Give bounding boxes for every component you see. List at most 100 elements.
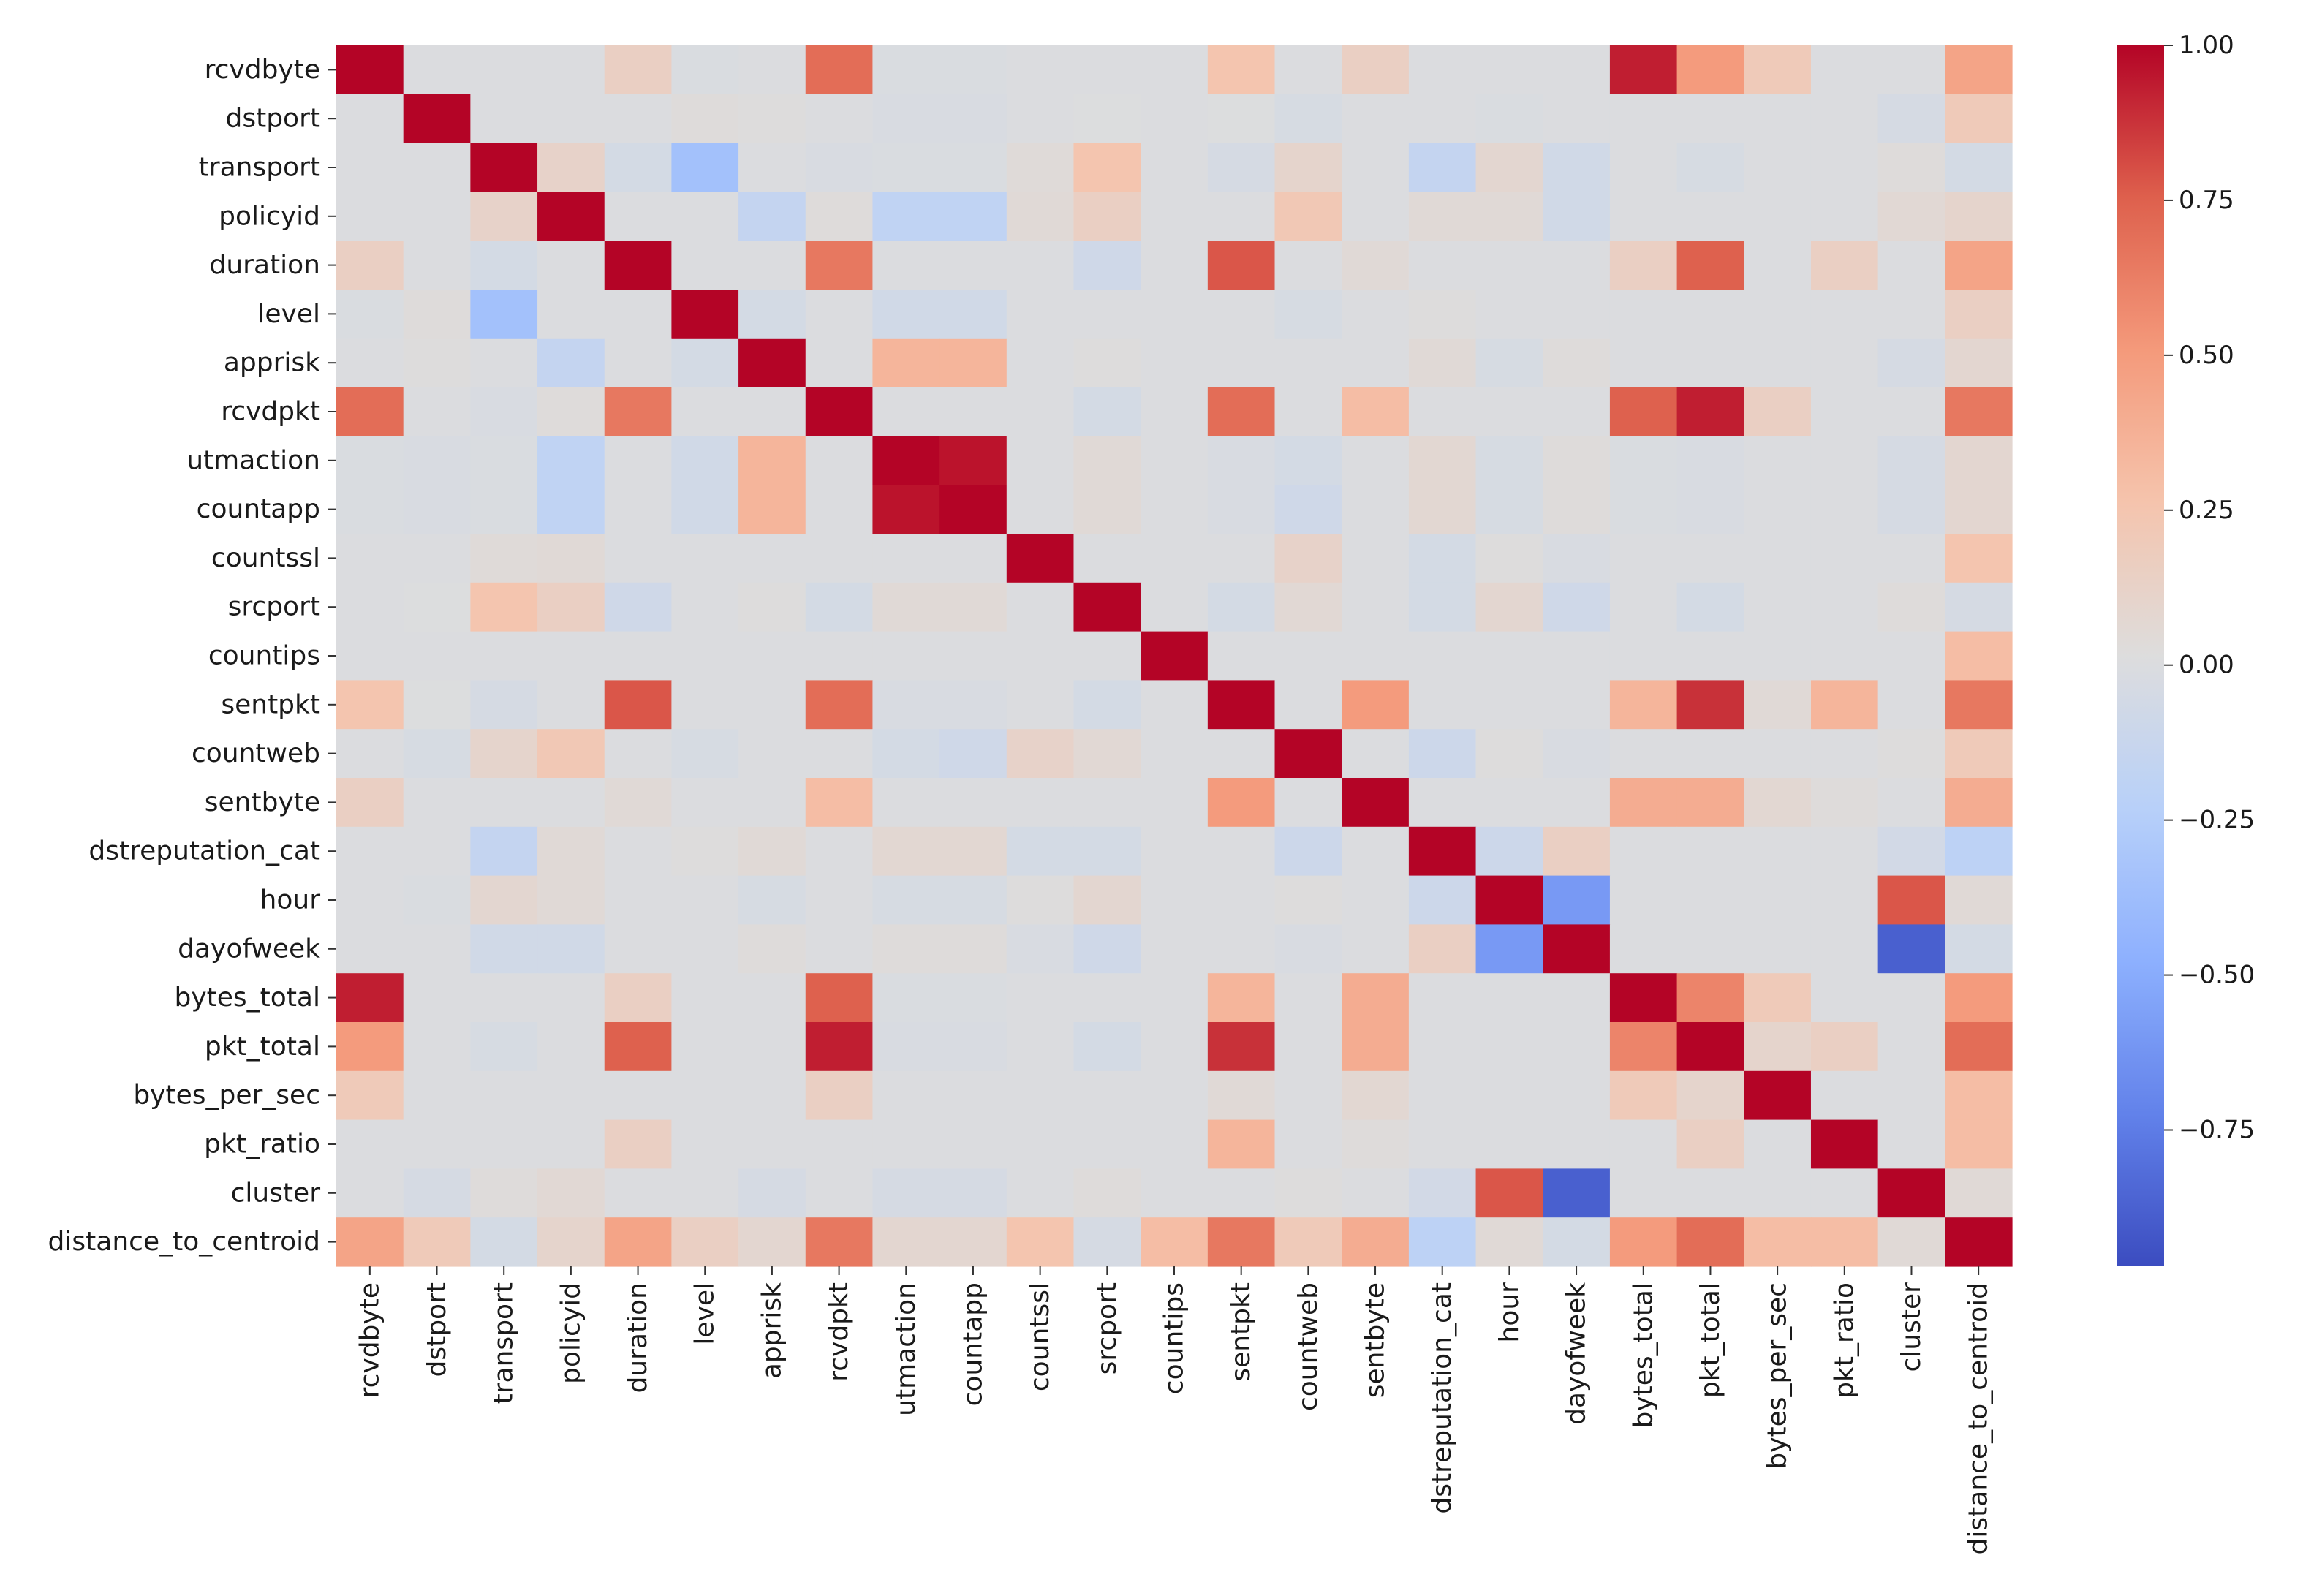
heatmap-cell: [1342, 1119, 1410, 1169]
heatmap-cell: [1609, 1022, 1678, 1072]
heatmap-cell: [1274, 1070, 1342, 1121]
heatmap-cell: [939, 924, 1007, 974]
heatmap-cell: [604, 534, 672, 583]
heatmap-cell: [470, 94, 538, 144]
heatmap-cell: [1543, 338, 1611, 388]
heatmap-cell: [1877, 826, 1945, 877]
heatmap-cell: [1877, 729, 1945, 779]
heatmap-cell: [1408, 1168, 1477, 1218]
heatmap-cell: [1006, 1070, 1075, 1121]
heatmap-cell: [1543, 1168, 1611, 1218]
heatmap-cell: [1006, 290, 1075, 339]
heatmap-cell: [1676, 1168, 1744, 1218]
heatmap-cell: [1141, 1217, 1209, 1267]
y-tick-label: level: [257, 299, 320, 329]
y-tick-label: apprisk: [224, 348, 320, 378]
heatmap-cell: [1543, 143, 1611, 192]
heatmap-cell: [805, 924, 874, 974]
heatmap-cell: [1945, 973, 2013, 1023]
heatmap-cell: [336, 973, 404, 1023]
heatmap-cell: [738, 778, 806, 828]
heatmap-cell: [1676, 680, 1744, 730]
heatmap-cell: [470, 875, 538, 925]
heatmap-cell: [738, 241, 806, 290]
heatmap-cell: [671, 924, 739, 974]
heatmap-cell: [1475, 485, 1543, 534]
heatmap-cell: [1676, 778, 1744, 828]
heatmap-cell: [1073, 631, 1141, 681]
heatmap-cell: [470, 1217, 538, 1267]
heatmap-cell: [872, 973, 940, 1023]
heatmap-cell: [1006, 826, 1075, 877]
heatmap-cell: [1408, 338, 1477, 388]
heatmap-cell: [1408, 1022, 1477, 1072]
heatmap-cell: [336, 45, 404, 95]
heatmap-cell: [1141, 1168, 1209, 1218]
heatmap-cell: [1006, 143, 1075, 192]
heatmap-cell: [604, 875, 672, 925]
heatmap-cell: [604, 1022, 672, 1072]
heatmap-cell: [671, 1217, 739, 1267]
heatmap-cell: [1543, 1217, 1611, 1267]
heatmap-cell: [1408, 436, 1477, 485]
heatmap-cell: [470, 45, 538, 95]
heatmap-cell: [1274, 338, 1342, 388]
heatmap-cell: [470, 826, 538, 877]
heatmap-cell: [872, 729, 940, 779]
heatmap-cell: [1207, 338, 1276, 388]
heatmap-cell: [470, 485, 538, 534]
heatmap-cell: [1609, 875, 1678, 925]
heatmap-cell: [1475, 1217, 1543, 1267]
heatmap-cell: [1543, 1119, 1611, 1169]
heatmap-cell: [872, 534, 940, 583]
heatmap-cell: [1207, 1168, 1276, 1218]
heatmap-cell: [537, 1070, 605, 1121]
heatmap-cell: [939, 778, 1007, 828]
heatmap-cell: [1945, 290, 2013, 339]
heatmap-cell: [1810, 1119, 1879, 1169]
heatmap-cell: [1810, 290, 1879, 339]
y-tick-label: countweb: [192, 738, 320, 768]
heatmap-cell: [1475, 143, 1543, 192]
y-tick-label: pkt_ratio: [204, 1130, 320, 1160]
x-tick-label: countips: [1160, 1282, 1190, 1394]
heatmap-cell: [872, 631, 940, 681]
heatmap-cell: [1006, 534, 1075, 583]
heatmap-cell: [1073, 1070, 1141, 1121]
heatmap-cell: [1945, 1168, 2013, 1218]
heatmap-cell: [403, 582, 471, 632]
heatmap-cell: [1408, 778, 1477, 828]
heatmap-cell: [1744, 729, 1812, 779]
heatmap-cell: [1945, 875, 2013, 925]
heatmap-cell: [939, 436, 1007, 485]
heatmap-cell: [805, 1070, 874, 1121]
heatmap-cell: [872, 290, 940, 339]
heatmap-cell: [403, 1070, 471, 1121]
heatmap-cell: [336, 875, 404, 925]
heatmap-cell: [1676, 1022, 1744, 1072]
heatmap-cell: [1141, 387, 1209, 436]
heatmap-cell: [1810, 1022, 1879, 1072]
heatmap-cell: [537, 826, 605, 877]
heatmap-cell: [403, 485, 471, 534]
heatmap-cell: [537, 143, 605, 192]
heatmap-cell: [1945, 338, 2013, 388]
heatmap-cell: [336, 778, 404, 828]
heatmap-cell: [1877, 1217, 1945, 1267]
heatmap-cell: [1877, 924, 1945, 974]
heatmap-cell: [1945, 1070, 2013, 1121]
heatmap-cell: [1877, 875, 1945, 925]
heatmap-cell: [1744, 1119, 1812, 1169]
heatmap-cell: [1810, 582, 1879, 632]
heatmap-cell: [939, 485, 1007, 534]
colorbar-ticks: 1.00 0.75 0.50 0.25 0.00 −0.25 −0.50 −0.75: [2164, 31, 2255, 1145]
heatmap-cell: [1877, 1168, 1945, 1218]
heatmap-cell: [1141, 94, 1209, 144]
x-tick-label: pkt_total: [1695, 1282, 1725, 1398]
heatmap-cell: [1676, 924, 1744, 974]
heatmap-cell: [1475, 826, 1543, 877]
heatmap-cell: [1810, 241, 1879, 290]
heatmap-cell: [470, 778, 538, 828]
heatmap-cell: [1810, 387, 1879, 436]
y-tick-label: rcvdbyte: [205, 55, 320, 85]
